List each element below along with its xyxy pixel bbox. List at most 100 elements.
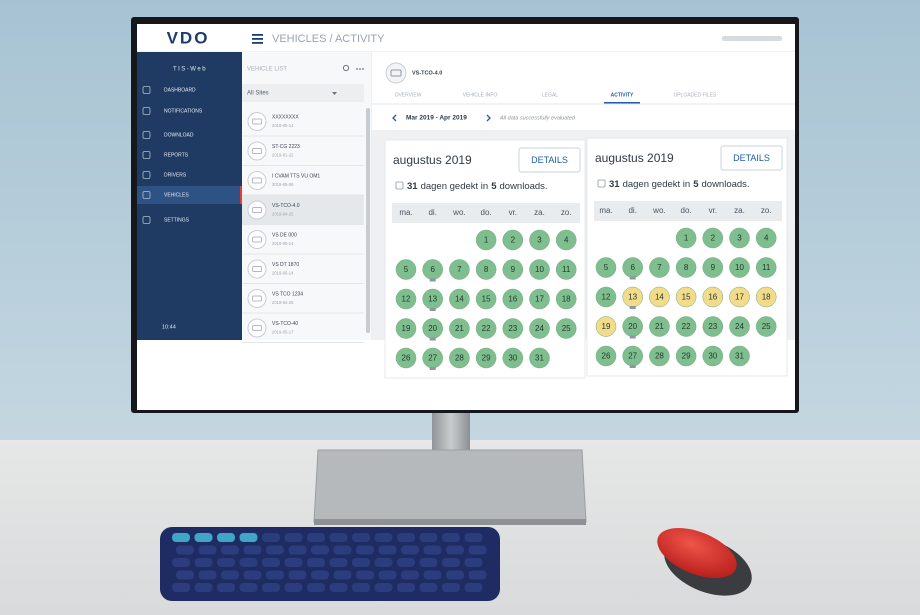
day-number[interactable]: 7 [457,265,462,274]
vehicle-name[interactable]: I CVAM TTS VU OM1 [272,173,320,179]
day-number[interactable]: 8 [484,265,489,274]
day-marker[interactable] [729,286,750,308]
day-marker[interactable] [675,227,697,249]
menu-icon[interactable] [252,34,263,44]
day-marker[interactable] [529,259,550,280]
sidebar-item[interactable]: NOTIFICATIONS [164,108,203,114]
tab[interactable]: ACTIVITY [611,92,634,98]
day-number[interactable]: 13 [628,293,637,302]
filter-box[interactable] [242,84,364,102]
day-marker[interactable] [395,347,417,369]
sidebar-item[interactable]: DASHBOARD [164,87,196,93]
day-marker[interactable] [702,227,724,249]
day-number[interactable]: 3 [737,234,742,243]
day-marker[interactable] [702,316,724,337]
day-number[interactable]: 14 [655,293,664,302]
day-marker[interactable] [649,286,670,308]
day-number[interactable]: 23 [708,322,717,331]
day-number[interactable]: 25 [562,324,571,333]
day-number[interactable]: 12 [402,295,411,304]
day-number[interactable]: 15 [682,293,691,302]
day-marker[interactable] [595,286,617,308]
day-number[interactable]: 31 [535,354,544,363]
logo[interactable]: VDO [167,28,210,47]
next-period[interactable] [486,114,491,122]
day-number[interactable]: 18 [562,295,571,304]
day-number[interactable]: 29 [682,352,691,361]
day-number[interactable]: 30 [508,354,517,363]
day-number[interactable]: 3 [537,236,542,245]
day-marker[interactable] [502,347,524,369]
details-button[interactable]: DETAILS [531,155,568,165]
day-marker[interactable] [529,288,550,310]
day-number[interactable]: 20 [428,324,437,333]
day-number[interactable]: 28 [655,352,664,361]
day-marker[interactable] [729,345,750,367]
tab[interactable]: OVERVIEW [395,92,422,98]
day-number[interactable]: 13 [428,295,437,304]
day-number[interactable]: 27 [628,352,637,361]
day-number[interactable]: 26 [402,354,411,363]
day-number[interactable]: 5 [604,263,609,272]
vehicle-name[interactable]: XXXXXXXX [272,114,299,120]
day-number[interactable]: 9 [511,265,516,274]
details-button-box[interactable] [518,147,581,173]
day-number[interactable]: 16 [508,295,517,304]
day-marker[interactable] [702,345,724,367]
vehicle-name[interactable]: ST-CG 2223 [272,144,300,150]
day-marker[interactable] [755,286,777,308]
day-number[interactable]: 29 [482,354,491,363]
day-marker[interactable] [395,318,417,339]
day-marker[interactable] [555,259,577,280]
day-number[interactable]: 23 [508,324,517,333]
day-number[interactable]: 26 [602,352,611,361]
day-marker[interactable] [502,259,524,280]
day-number[interactable]: 14 [455,295,464,304]
day-marker[interactable] [449,259,470,280]
day-number[interactable]: 1 [484,236,489,245]
tab[interactable]: UPLOADED FILES [674,92,717,98]
day-marker[interactable] [649,257,670,278]
day-number[interactable]: 12 [602,293,611,302]
tab[interactable]: LEGAL [542,92,558,98]
day-marker[interactable] [529,347,550,369]
search-icon[interactable] [342,64,350,72]
day-marker[interactable] [702,257,724,278]
day-number[interactable]: 27 [428,354,437,363]
vehicle-name[interactable]: VS DT 1870 [272,262,299,268]
sidebar-item[interactable]: VEHICLES [164,192,189,198]
vehicle-name[interactable]: VS DE 000 [272,232,297,238]
site-filter[interactable]: All Sites [247,91,269,97]
day-number[interactable]: 5 [404,265,409,274]
day-number[interactable]: 11 [762,263,771,272]
day-number[interactable]: 25 [762,322,771,331]
day-number[interactable]: 19 [402,324,411,333]
day-marker[interactable] [755,227,777,249]
day-number[interactable]: 31 [735,352,744,361]
day-marker[interactable] [675,286,697,308]
day-marker[interactable] [529,229,550,251]
day-number[interactable]: 16 [708,293,717,302]
day-number[interactable]: 1 [684,234,689,243]
day-marker[interactable] [502,229,524,251]
day-number[interactable]: 8 [684,263,689,272]
day-number[interactable]: 18 [762,293,771,302]
details-button-box[interactable] [720,145,783,171]
day-number[interactable]: 17 [535,295,544,304]
day-marker[interactable] [502,288,524,310]
day-number[interactable]: 6 [430,265,435,274]
day-marker[interactable] [729,316,750,337]
sidebar-item[interactable]: SETTINGS [164,217,190,223]
day-marker[interactable] [555,229,577,251]
day-number[interactable]: 11 [562,265,571,274]
day-marker[interactable] [475,318,497,339]
day-number[interactable]: 20 [628,322,637,331]
day-marker[interactable] [529,318,550,339]
day-marker[interactable] [449,288,470,310]
day-marker[interactable] [595,257,617,278]
day-marker[interactable] [475,288,497,310]
sidebar-item[interactable]: DRIVERS [164,172,187,178]
day-marker[interactable] [395,259,417,280]
day-number[interactable]: 15 [482,295,491,304]
details-button[interactable]: DETAILS [733,153,770,163]
